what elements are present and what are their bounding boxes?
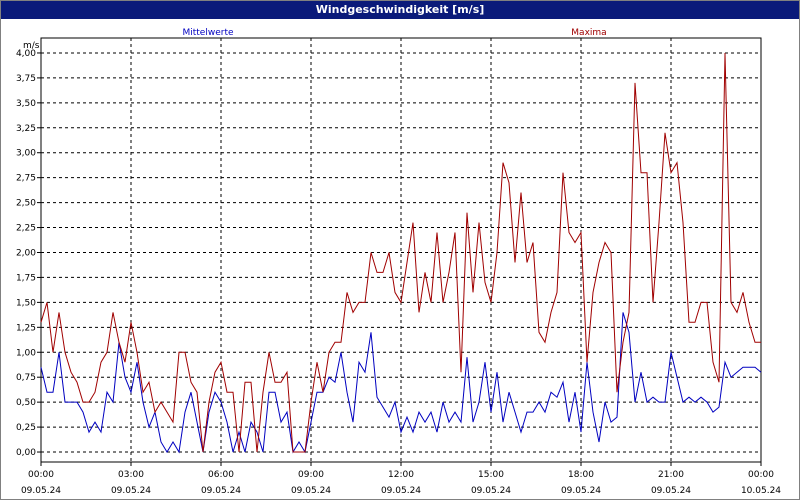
y-tick-label: 3,00: [16, 149, 36, 159]
y-tick-label: 1,25: [16, 323, 36, 333]
x-tick-time: 00:00: [28, 470, 54, 480]
y-tick-label: 0,50: [16, 398, 36, 408]
x-tick-time: 00:00: [748, 470, 774, 480]
legend-mittelwerte: Mittelwerte: [182, 28, 233, 38]
y-tick-label: 2,00: [16, 248, 36, 258]
y-tick-label: 3,50: [16, 99, 36, 109]
x-tick-time: 18:00: [568, 470, 594, 480]
y-tick-label: 3,75: [16, 74, 36, 84]
x-tick-date: 09.05.24: [111, 486, 151, 496]
legend: Mittelwerte Maxima: [182, 28, 606, 38]
y-tick-label: 2,50: [16, 199, 36, 209]
x-tick-time: 03:00: [118, 470, 144, 480]
y-axis-ticks: 0,00 0,25 0,50 0,75 1,00 1,25 1,50 1,75 2,00 2,25…: [16, 49, 41, 458]
x-tick-date: 09.05.24: [381, 486, 421, 496]
grid-lines: [41, 38, 761, 462]
y-tick-label: 4,00: [16, 49, 36, 59]
x-tick-date: 09.05.24: [651, 486, 691, 496]
x-tick-time: 12:00: [388, 470, 414, 480]
x-tick-date: 09.05.24: [561, 486, 601, 496]
y-tick-label: 0,00: [16, 448, 36, 458]
x-tick-time: 06:00: [208, 470, 234, 480]
y-tick-label: 1,50: [16, 298, 36, 308]
series-line-maxima: [40, 52, 761, 453]
legend-maxima: Maxima: [571, 28, 606, 38]
x-tick-date: 10.05.24: [741, 486, 781, 496]
x-axis-ticks: 00:00 09.05.24 03:00 09.05.24 06:00 09.05.24 0…: [21, 462, 781, 496]
x-tick-time: 21:00: [658, 470, 684, 480]
x-tick-date: 09.05.24: [21, 486, 61, 496]
x-tick-date: 09.05.24: [201, 486, 241, 496]
y-tick-label: 1,75: [16, 273, 36, 283]
series-lines: [40, 52, 762, 454]
y-axis-label: m/s: [23, 41, 40, 51]
y-tick-label: 2,25: [16, 224, 36, 234]
chart-title: Windgeschwindigkeit [m/s]: [1, 1, 799, 19]
y-tick-label: 0,25: [16, 423, 36, 433]
y-tick-label: 0,75: [16, 373, 36, 383]
x-tick-date: 09.05.24: [471, 486, 511, 496]
y-tick-label: 2,75: [16, 174, 36, 184]
x-tick-date: 09.05.24: [291, 486, 331, 496]
y-tick-label: 3,25: [16, 124, 36, 134]
y-tick-label: 1,00: [16, 348, 36, 358]
x-tick-time: 15:00: [478, 470, 504, 480]
series-line-mittelwerte: [40, 312, 762, 454]
x-tick-time: 09:00: [298, 470, 324, 480]
